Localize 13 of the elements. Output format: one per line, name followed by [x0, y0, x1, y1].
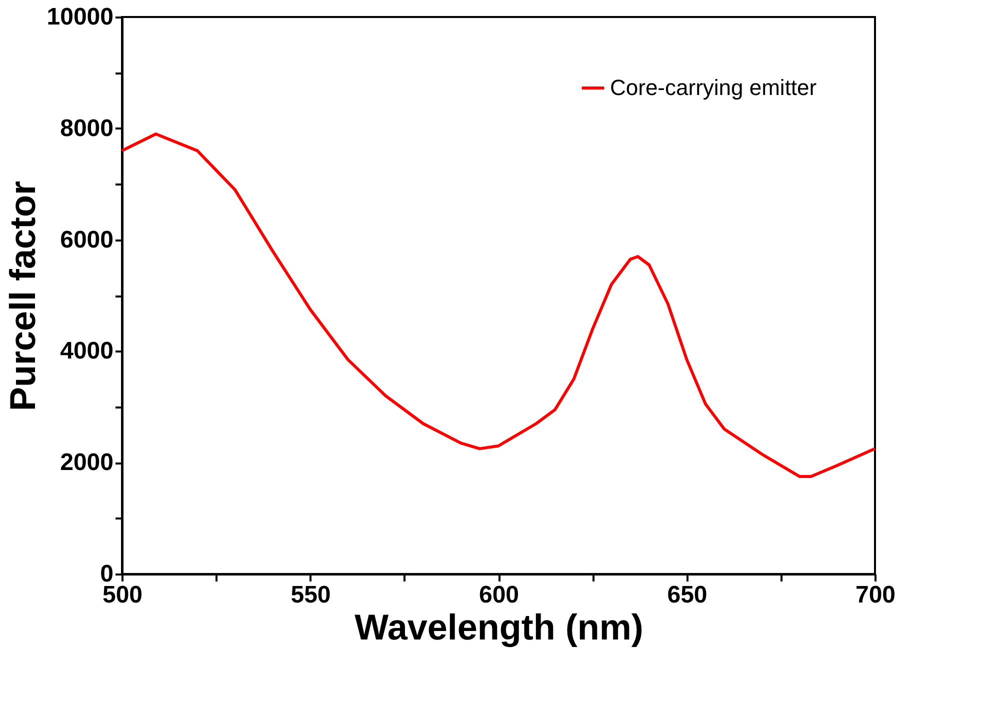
y-tick-label: 8000 — [60, 114, 114, 142]
y-tick-label: 10000 — [46, 4, 114, 30]
y-tick-label: 2000 — [60, 449, 114, 476]
x-axis-title: Wavelength (nm) — [354, 606, 644, 648]
x-tick-label: 700 — [855, 582, 896, 608]
x-tick-label: 600 — [478, 582, 520, 608]
y-axis-title: Purcell factor — [2, 180, 43, 412]
legend-label: Core-carrying emitter — [610, 75, 817, 100]
x-tick-label: 550 — [290, 582, 331, 608]
y-tick-label: 6000 — [60, 226, 114, 254]
line-series — [120, 132, 876, 478]
x-tick-label: 650 — [667, 582, 708, 608]
y-tick-label: 4000 — [60, 338, 114, 365]
